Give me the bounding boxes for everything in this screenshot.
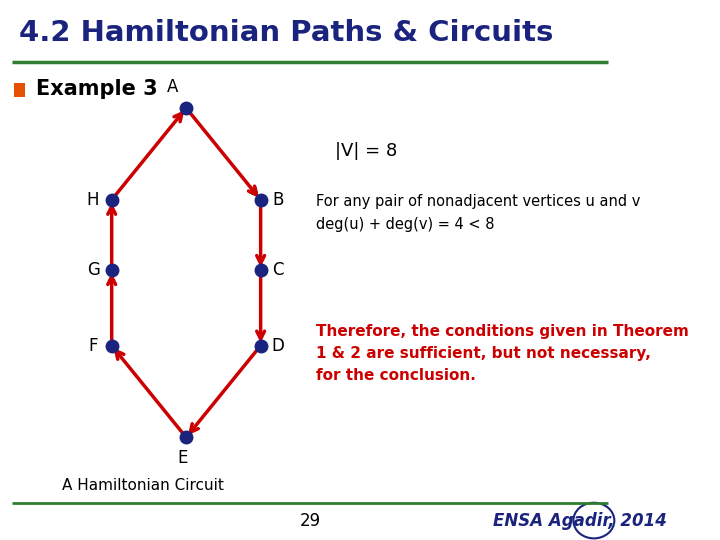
Text: A: A (167, 78, 178, 97)
Text: |V| = 8: |V| = 8 (335, 142, 397, 160)
Text: For any pair of nonadjacent vertices u and v
deg(u) + deg(v) = 4 < 8: For any pair of nonadjacent vertices u a… (317, 194, 641, 232)
Text: Example 3: Example 3 (36, 78, 158, 99)
Text: F: F (89, 336, 98, 355)
Bar (14, 83, 24, 97)
Text: 29: 29 (300, 511, 321, 530)
Text: E: E (178, 449, 188, 467)
Text: Therefore, the conditions given in Theorem
1 & 2 are sufficient, but not necessa: Therefore, the conditions given in Theor… (317, 324, 689, 383)
Text: C: C (272, 261, 284, 279)
Text: B: B (272, 191, 284, 209)
Text: D: D (271, 336, 284, 355)
Text: 4.2 Hamiltonian Paths & Circuits: 4.2 Hamiltonian Paths & Circuits (19, 19, 553, 47)
Text: A Hamiltonian Circuit: A Hamiltonian Circuit (62, 478, 224, 494)
Text: H: H (87, 191, 99, 209)
Text: ENSA Agadir, 2014: ENSA Agadir, 2014 (493, 511, 667, 530)
Text: G: G (86, 261, 99, 279)
